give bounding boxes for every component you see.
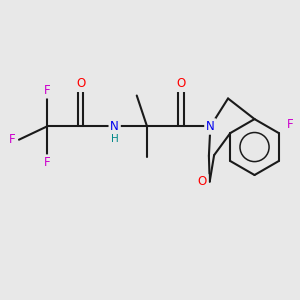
Text: O: O <box>176 77 185 90</box>
Text: O: O <box>76 77 86 90</box>
Text: H: H <box>111 134 119 144</box>
Text: O: O <box>198 175 207 188</box>
Text: F: F <box>44 84 50 97</box>
Text: F: F <box>9 133 16 146</box>
Text: N: N <box>110 120 119 133</box>
Text: F: F <box>286 118 293 131</box>
Text: F: F <box>44 156 50 169</box>
Text: N: N <box>206 120 215 133</box>
